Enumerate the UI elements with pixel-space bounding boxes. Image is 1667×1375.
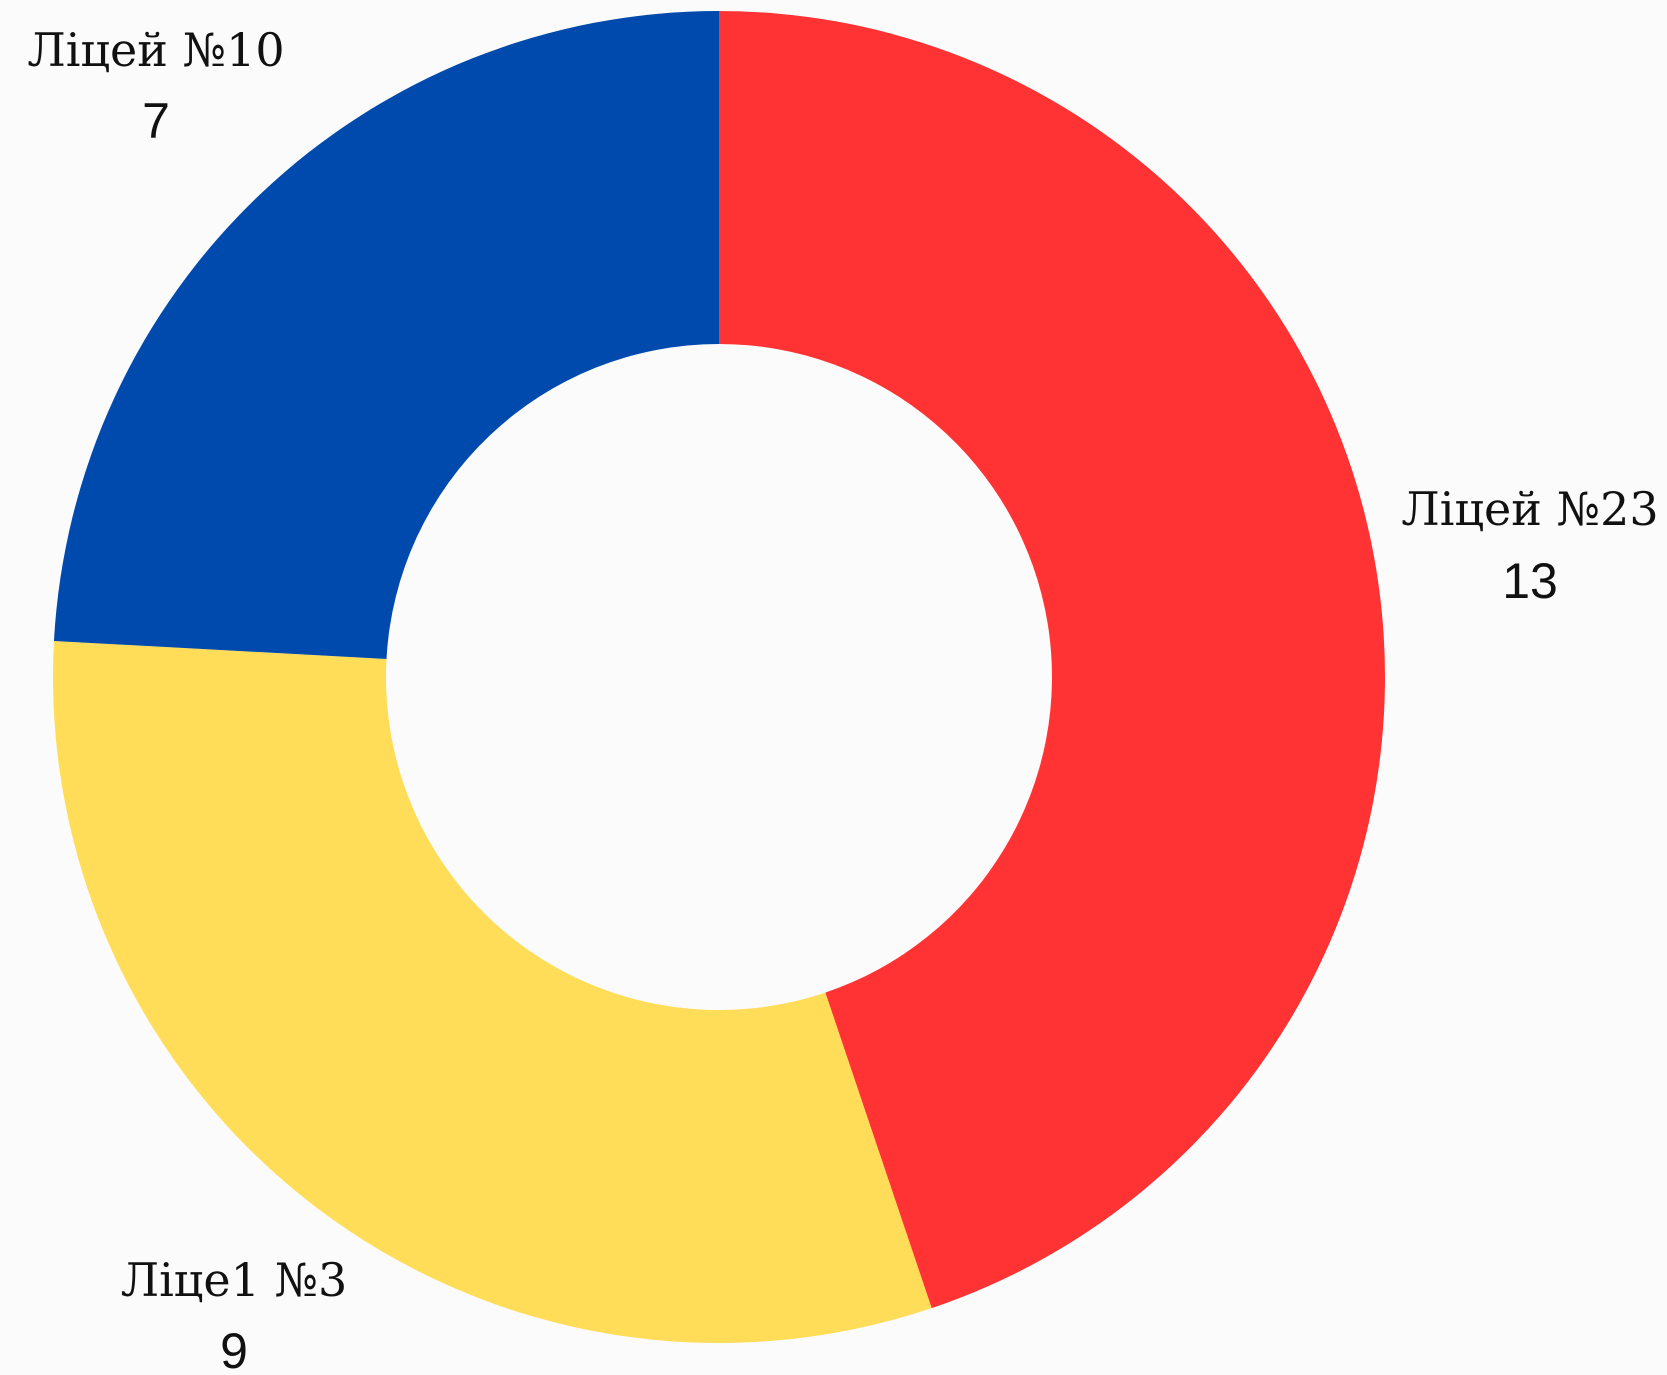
donut-slice-0 (719, 11, 1385, 1309)
slice-label-name: Ліцей №10 (27, 23, 284, 77)
slice-label-name: Ліцей №23 (1401, 482, 1658, 536)
slice-label-lyceum-3: Ліце1 №3 9 (121, 1253, 348, 1375)
slice-label-value: 9 (220, 1323, 248, 1375)
slice-label-lyceum-10: Ліцей №10 7 (27, 23, 284, 149)
donut-slice-2 (53, 10, 719, 659)
donut-slice-1 (52, 640, 932, 1344)
slice-label-name: Ліце1 №3 (121, 1253, 348, 1307)
donut-slices (52, 10, 1385, 1344)
slice-label-value: 13 (1502, 553, 1558, 609)
slice-label-value: 7 (142, 93, 170, 149)
slice-label-lyceum-23: Ліцей №23 13 (1401, 482, 1658, 609)
